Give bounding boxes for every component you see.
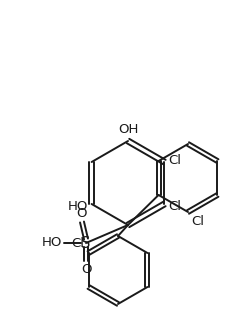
Text: Cl: Cl <box>168 154 181 167</box>
Text: Cl: Cl <box>72 237 85 250</box>
Text: Cl: Cl <box>191 215 204 228</box>
Text: S: S <box>81 235 91 250</box>
Text: OH: OH <box>118 123 138 136</box>
Text: HO: HO <box>67 200 88 213</box>
Text: Cl: Cl <box>168 200 181 213</box>
Text: HO: HO <box>42 236 62 249</box>
Text: O: O <box>81 263 91 276</box>
Text: O: O <box>76 207 86 220</box>
